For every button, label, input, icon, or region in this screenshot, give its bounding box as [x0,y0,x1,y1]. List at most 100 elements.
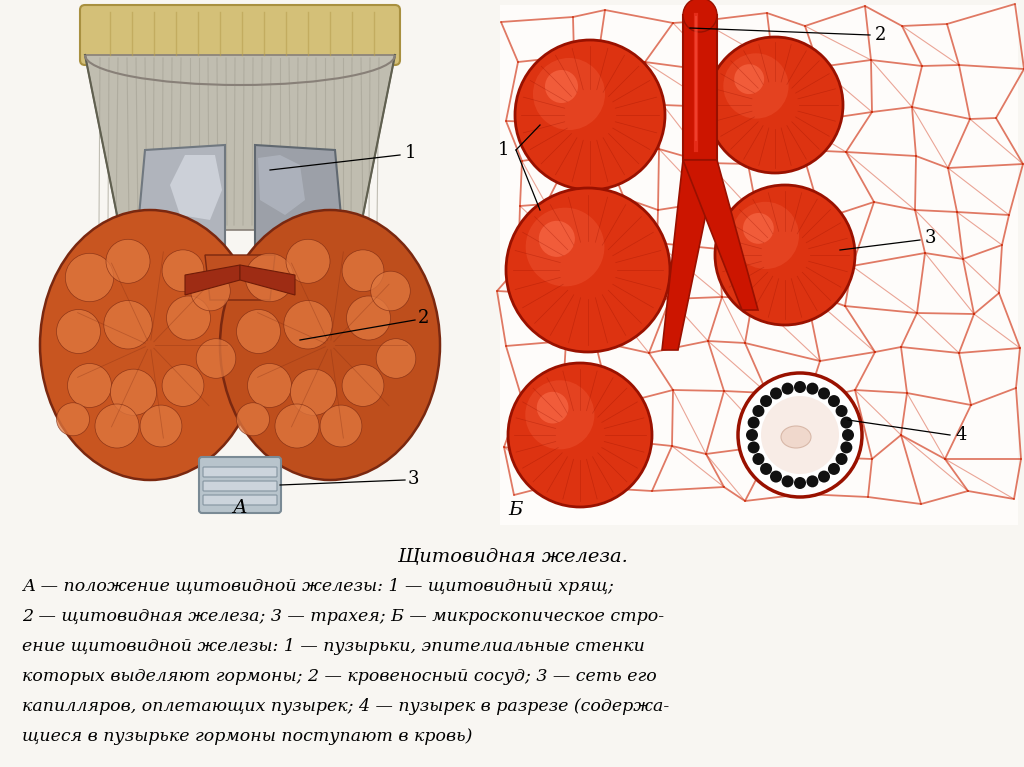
Circle shape [794,381,806,393]
Text: 3: 3 [408,470,420,488]
Circle shape [732,202,799,269]
Circle shape [770,387,782,400]
Circle shape [111,369,157,416]
Circle shape [237,310,281,354]
Text: 2: 2 [874,26,887,44]
Text: 1: 1 [406,144,417,162]
FancyBboxPatch shape [203,467,278,477]
Circle shape [167,296,211,340]
Circle shape [275,404,319,448]
Circle shape [545,70,578,103]
Circle shape [539,221,574,257]
Circle shape [342,250,384,291]
Text: Б: Б [508,501,522,519]
Polygon shape [683,15,717,160]
Circle shape [66,253,114,301]
Circle shape [197,339,236,378]
Circle shape [162,250,204,291]
Polygon shape [135,145,225,260]
Circle shape [525,208,604,286]
FancyBboxPatch shape [203,495,278,505]
Text: 4: 4 [955,426,967,444]
Circle shape [841,442,852,453]
Circle shape [140,405,182,447]
Circle shape [515,40,665,190]
Polygon shape [683,160,758,310]
Ellipse shape [40,210,260,480]
Polygon shape [205,255,275,300]
Circle shape [162,364,204,407]
Bar [500,5,1018,525]
Circle shape [753,405,765,417]
Text: ение щитовидной железы: 1 — пузырьки, эпителиальные стенки: ение щитовидной железы: 1 — пузырьки, эп… [22,638,645,655]
Circle shape [103,301,153,349]
Circle shape [828,395,840,407]
Circle shape [95,404,139,448]
Circle shape [748,416,760,429]
Circle shape [248,364,292,407]
Circle shape [746,429,758,441]
Circle shape [807,383,818,395]
Polygon shape [255,145,345,260]
Circle shape [836,405,848,417]
Circle shape [781,383,794,395]
FancyBboxPatch shape [199,457,281,513]
Ellipse shape [220,210,440,480]
Circle shape [342,364,384,407]
Circle shape [291,369,337,416]
Polygon shape [258,155,305,215]
Circle shape [376,339,416,378]
Circle shape [284,301,332,349]
Circle shape [506,188,670,352]
Circle shape [818,471,830,482]
Circle shape [56,403,89,436]
Circle shape [106,239,150,283]
Circle shape [371,272,411,311]
Circle shape [738,373,862,497]
Circle shape [748,442,760,453]
Ellipse shape [781,426,811,448]
Circle shape [346,296,390,340]
Text: щиеся в пузырьке гормоны поступают в кровь): щиеся в пузырьке гормоны поступают в кро… [22,728,472,745]
Text: Щитовидная железа.: Щитовидная железа. [396,548,628,566]
Text: А: А [232,499,248,517]
Text: 1: 1 [499,141,510,159]
Circle shape [760,395,772,407]
Text: капилляров, оплетающих пузырек; 4 — пузырек в разрезе (содержа-: капилляров, оплетающих пузырек; 4 — пузы… [22,698,670,715]
Circle shape [761,396,839,474]
Circle shape [321,405,361,447]
Circle shape [68,364,112,407]
Circle shape [707,37,843,173]
Circle shape [286,239,330,283]
Text: 2 — щитовидная железа; 3 — трахея; Б — микроскопическое стро-: 2 — щитовидная железа; 3 — трахея; Б — м… [22,608,665,625]
Polygon shape [185,265,240,295]
Circle shape [525,380,594,449]
Polygon shape [240,265,295,295]
Text: которых выделяют гормоны; 2 — кровеносный сосуд; 3 — сеть его: которых выделяют гормоны; 2 — кровеносны… [22,668,656,685]
Text: 3: 3 [925,229,937,247]
Circle shape [537,392,568,423]
Polygon shape [85,55,395,230]
Circle shape [237,403,269,436]
Circle shape [841,416,852,429]
Circle shape [723,54,788,119]
Circle shape [743,213,774,244]
Circle shape [715,185,855,325]
Circle shape [190,272,230,311]
FancyBboxPatch shape [80,5,400,65]
Circle shape [842,429,854,441]
Polygon shape [170,155,222,220]
Circle shape [781,476,794,487]
Circle shape [508,363,652,507]
Circle shape [56,310,100,354]
Circle shape [683,0,717,32]
Circle shape [794,477,806,489]
Circle shape [246,253,294,301]
Circle shape [770,471,782,482]
Circle shape [836,453,848,465]
Circle shape [734,64,764,94]
Circle shape [753,453,765,465]
Polygon shape [662,160,717,350]
Circle shape [807,476,818,487]
Circle shape [828,463,840,475]
